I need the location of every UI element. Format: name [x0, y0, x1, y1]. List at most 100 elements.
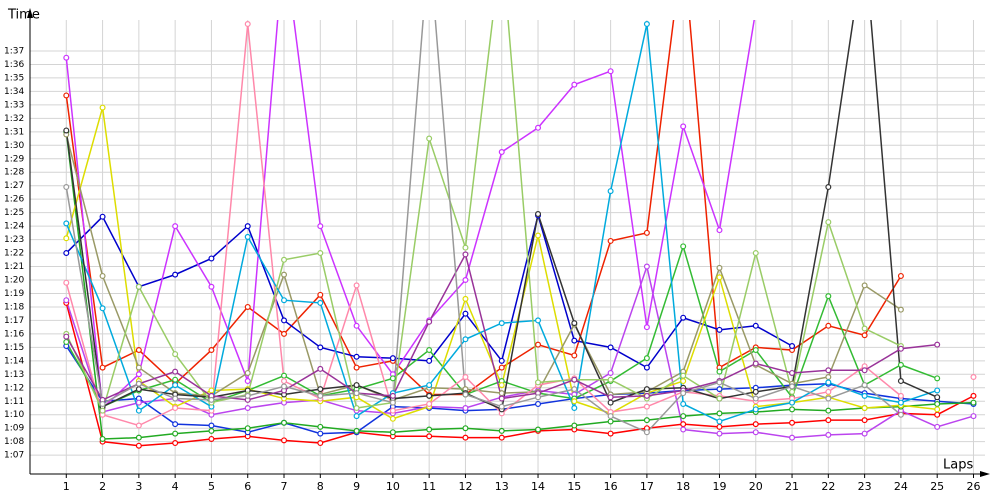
point: [716, 379, 723, 386]
point: [426, 135, 433, 142]
point: [244, 233, 251, 240]
point: [426, 400, 433, 407]
point: [208, 387, 215, 394]
point: [244, 21, 251, 28]
point: [462, 336, 469, 343]
point: [135, 399, 142, 406]
y-tick-label: 1:36: [4, 60, 24, 70]
y-tick-label: 1:21: [4, 262, 24, 272]
point: [825, 322, 832, 329]
point: [897, 399, 904, 406]
point: [135, 422, 142, 429]
point: [789, 383, 796, 390]
point: [934, 406, 941, 413]
point: [716, 430, 723, 437]
point: [752, 388, 759, 395]
point: [607, 344, 614, 351]
point: [535, 341, 542, 348]
point: [680, 372, 687, 379]
point: [571, 352, 578, 359]
point: [208, 255, 215, 262]
y-tick-label: 1:32: [4, 114, 24, 124]
point: [426, 357, 433, 364]
point: [535, 394, 542, 401]
point: [716, 418, 723, 425]
point: [861, 282, 868, 289]
point: [353, 413, 360, 420]
y-tick-label: 1:34: [4, 87, 24, 97]
x-tick-label: 18: [676, 480, 690, 493]
point: [244, 378, 251, 385]
point: [571, 398, 578, 405]
point: [934, 387, 941, 394]
y-tick-label: 1:18: [4, 302, 24, 312]
point: [861, 392, 868, 399]
point: [716, 326, 723, 333]
point: [317, 291, 324, 298]
point: [789, 369, 796, 376]
series-line: [65, 345, 974, 435]
point: [680, 243, 687, 250]
point: [643, 403, 650, 410]
point: [643, 229, 650, 236]
x-tick-label: 9: [353, 480, 360, 493]
point: [135, 364, 142, 371]
point: [172, 440, 179, 447]
x-tick-label: 15: [567, 480, 581, 493]
x-tick-label: 1: [63, 480, 70, 493]
point: [208, 347, 215, 354]
series-line: [65, 20, 902, 434]
point: [716, 410, 723, 417]
x-tick-label: 8: [317, 480, 324, 493]
point: [716, 227, 723, 234]
point: [99, 400, 106, 407]
point: [789, 343, 796, 350]
point: [825, 388, 832, 395]
y-tick-label: 1:10: [4, 410, 24, 420]
point: [752, 250, 759, 257]
x-tick-label: 13: [495, 480, 509, 493]
point: [281, 317, 288, 324]
y-tick-label: 1:28: [4, 168, 24, 178]
point: [897, 345, 904, 352]
point: [498, 403, 505, 410]
point: [353, 390, 360, 397]
point: [172, 395, 179, 402]
point: [607, 237, 614, 244]
point: [680, 378, 687, 385]
point: [462, 310, 469, 317]
point: [498, 149, 505, 156]
point: [498, 390, 505, 397]
point: [571, 404, 578, 411]
point: [535, 379, 542, 386]
point: [680, 413, 687, 420]
y-tick-label: 1:15: [4, 343, 24, 353]
x-tick-label: 16: [604, 480, 618, 493]
point: [63, 279, 70, 286]
point: [825, 367, 832, 374]
point: [825, 379, 832, 386]
point: [498, 395, 505, 402]
series-line: [65, 302, 974, 447]
point: [281, 437, 288, 444]
point: [680, 123, 687, 130]
point: [571, 81, 578, 88]
point: [789, 388, 796, 395]
point: [643, 263, 650, 270]
series-line: [65, 131, 974, 440]
point: [389, 407, 396, 414]
y-tick-label: 1:24: [4, 222, 24, 232]
y-tick-label: 1:31: [4, 127, 24, 137]
x-tick-label: 7: [281, 480, 288, 493]
point: [498, 320, 505, 327]
point: [317, 365, 324, 372]
point: [897, 411, 904, 418]
point: [752, 322, 759, 329]
series-line: [65, 20, 902, 413]
point: [317, 250, 324, 257]
x-tick-label: 5: [208, 480, 215, 493]
point: [462, 404, 469, 411]
point: [825, 395, 832, 402]
point: [897, 306, 904, 313]
point: [63, 333, 70, 340]
